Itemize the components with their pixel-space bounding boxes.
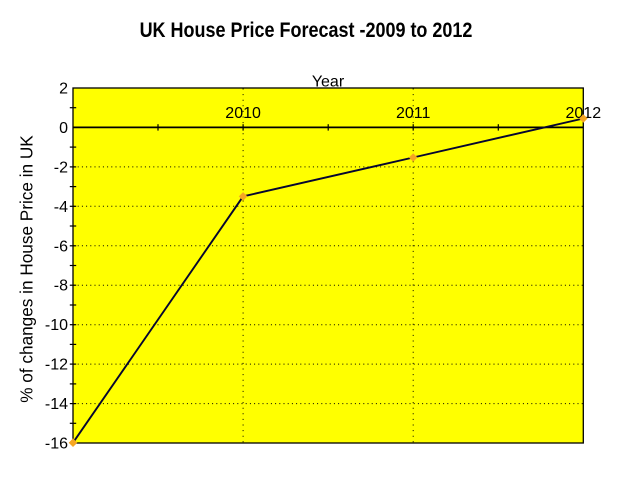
svg-text:-4: -4	[54, 199, 68, 216]
svg-text:2010: 2010	[225, 105, 261, 122]
svg-text:-2: -2	[54, 159, 68, 176]
svg-text:2012: 2012	[566, 105, 602, 122]
svg-text:Year: Year	[312, 74, 345, 91]
svg-text:0: 0	[59, 120, 68, 137]
svg-text:-10: -10	[45, 317, 68, 334]
svg-text:2011: 2011	[396, 105, 431, 122]
svg-text:% of changes in House Price in: % of changes in House Price in UK	[17, 135, 37, 403]
svg-text:-6: -6	[54, 238, 68, 255]
svg-text:-14: -14	[45, 396, 68, 413]
svg-text:-12: -12	[45, 357, 68, 374]
svg-text:UK House Price Forecast -2009: UK House Price Forecast -2009 to 2012	[140, 19, 473, 43]
svg-text:-8: -8	[54, 278, 68, 295]
svg-text:2: 2	[59, 81, 68, 98]
svg-text:-16: -16	[45, 436, 68, 453]
